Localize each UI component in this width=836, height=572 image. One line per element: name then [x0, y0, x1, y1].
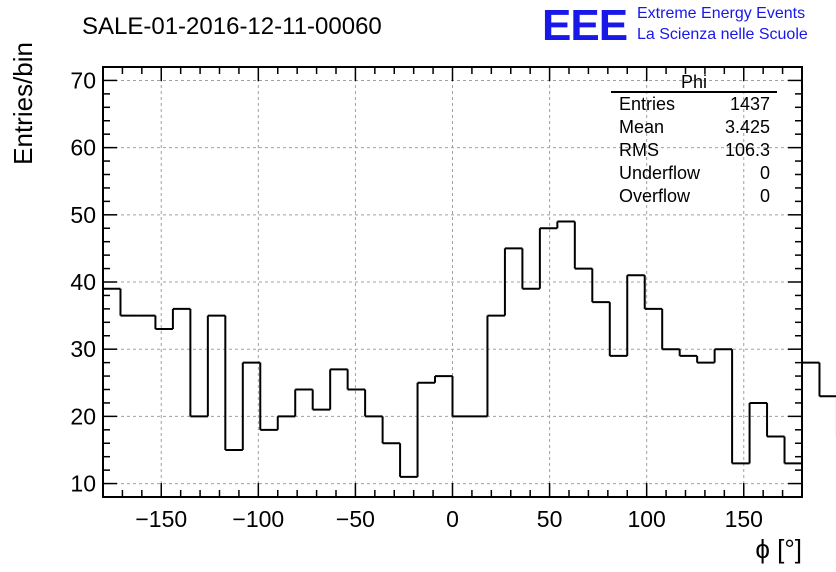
x-tick-label: −50	[336, 506, 375, 532]
stats-row-label: Mean	[619, 117, 664, 137]
x-tick-label: 150	[725, 506, 763, 532]
x-axis-title: ϕ [°]	[755, 534, 802, 564]
x-tick-label: 0	[446, 506, 459, 532]
y-tick-label: 10	[70, 471, 96, 497]
stats-row-label: RMS	[619, 140, 659, 160]
chart-title: SALE-01-2016-12-11-00060	[82, 13, 382, 40]
stats-row-label: Overflow	[619, 186, 691, 206]
stats-row-value: 0	[760, 163, 770, 183]
x-tick-label: 50	[537, 506, 563, 532]
y-tick-label: 60	[70, 135, 96, 161]
stats-row-value: 0	[760, 186, 770, 206]
x-tick-label: −150	[135, 506, 187, 532]
stats-box-title: Phi	[681, 72, 707, 92]
stats-box: Phi Entries 1437 Mean 3.425 RMS 106.3 Underflo…	[611, 72, 777, 206]
stats-row-label: Entries	[619, 94, 675, 114]
y-axis-ticks: 10 20 30 40 50 60 70	[70, 66, 802, 497]
logo-line-2: La Scienza nelle Scuole	[637, 26, 808, 43]
x-tick-label: −100	[232, 506, 284, 532]
x-tick-label: 100	[627, 506, 665, 532]
stats-rows: Entries 1437 Mean 3.425 RMS 106.3 Underflow 0 Ov…	[619, 94, 770, 206]
histogram-bins	[103, 220, 836, 478]
x-axis-ticks: −150 −100 −50 0 50 100 150	[121, 67, 784, 532]
y-tick-label: 30	[70, 336, 96, 362]
stats-row-value: 3.425	[725, 117, 770, 137]
stats-row-value: 106.3	[725, 140, 770, 160]
eee-logo: EEE Extreme Energy Events La Scienza nel…	[542, 1, 808, 50]
stats-row-value: 1437	[730, 94, 770, 114]
stats-row-label: Underflow	[619, 163, 701, 183]
y-tick-label: 50	[70, 202, 96, 228]
y-tick-label: 20	[70, 403, 96, 429]
logo-mark: EEE	[542, 1, 627, 50]
y-tick-label: 40	[70, 269, 96, 295]
logo-line-1: Extreme Energy Events	[637, 5, 805, 22]
y-tick-label: 70	[70, 67, 96, 93]
grid	[103, 67, 802, 497]
y-axis-title: Entries/bin	[8, 42, 38, 165]
